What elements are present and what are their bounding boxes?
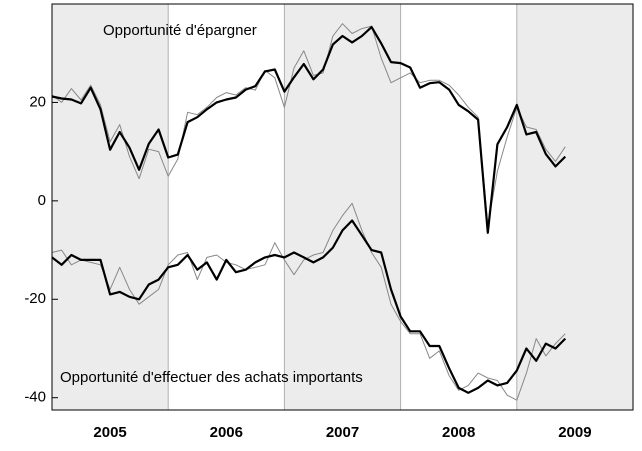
y-tick-label: 20 <box>29 93 46 110</box>
plot-frame <box>51 3 634 411</box>
series-line <box>51 219 567 394</box>
x-tick-label: 2005 <box>93 424 126 441</box>
y-tick-label: -20 <box>24 290 46 307</box>
x-tick-label: 2007 <box>326 424 359 441</box>
annotation: Opportunité d'effectuer des achats impor… <box>60 369 363 386</box>
series-line <box>51 202 566 401</box>
x-tick-label: 2008 <box>442 424 475 441</box>
x-tick-label: 2009 <box>558 424 591 441</box>
year-band <box>52 4 169 410</box>
year-band <box>516 4 633 410</box>
annotation: Opportunité d'épargner <box>103 22 257 39</box>
series-line <box>51 26 567 234</box>
year-band <box>284 4 401 410</box>
y-tick-label: 0 <box>38 192 46 209</box>
y-tick-label: -40 <box>24 389 46 406</box>
x-tick-label: 2006 <box>210 424 243 441</box>
